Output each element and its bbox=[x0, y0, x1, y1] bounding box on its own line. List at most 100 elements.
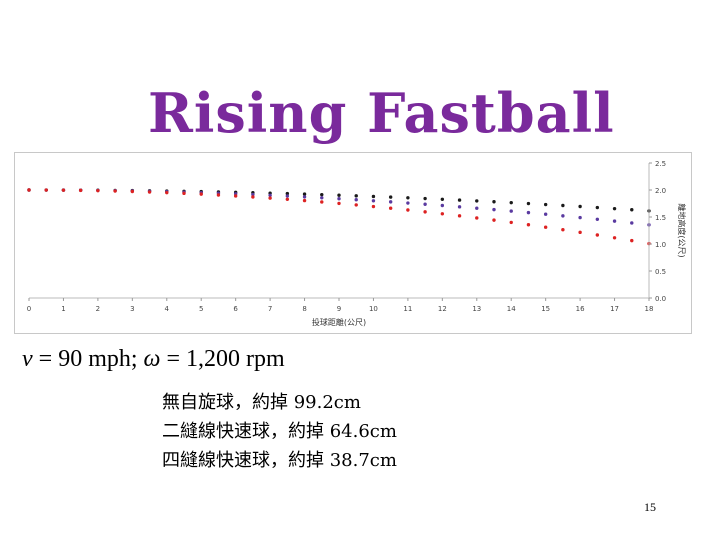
data-point-series-2 bbox=[561, 228, 565, 232]
data-point-series-2 bbox=[320, 200, 324, 204]
data-point-series-2 bbox=[165, 190, 169, 195]
data-point-series-2 bbox=[61, 188, 66, 192]
data-point-series-1 bbox=[612, 219, 617, 223]
x-tick-label: 8 bbox=[302, 305, 306, 313]
data-point-series-2 bbox=[199, 192, 203, 196]
slide-title: Rising Fastball bbox=[148, 81, 615, 145]
data-point-series-0 bbox=[302, 192, 307, 196]
data-point-series-2 bbox=[182, 191, 186, 196]
data-point-series-2 bbox=[457, 214, 462, 218]
x-tick-label: 10 bbox=[369, 305, 378, 313]
data-point-series-2 bbox=[268, 196, 272, 200]
data-point-series-2 bbox=[147, 190, 152, 194]
x-tick-label: 12 bbox=[438, 305, 447, 313]
data-point-series-1 bbox=[423, 202, 427, 206]
data-point-series-1 bbox=[320, 196, 324, 200]
data-point-series-2 bbox=[612, 236, 617, 240]
y-tick-label: 0.0 bbox=[655, 295, 666, 303]
x-tick-label: 7 bbox=[268, 305, 272, 313]
data-point-series-1 bbox=[475, 206, 479, 210]
data-point-series-2 bbox=[406, 208, 410, 212]
data-point-series-2 bbox=[475, 216, 479, 220]
result-no-spin: 無自旋球，約掉 99.2cm bbox=[162, 392, 361, 413]
omega-variable: ω bbox=[143, 346, 161, 372]
physics-formula: v = 90 mph; ω = 1,200 rpm bbox=[22, 346, 285, 373]
x-axis: 0 1 2 3 4 5 6 7 8 9 10 11 12 13 14 15 16 17 18 bbox=[27, 297, 653, 313]
velocity-value: = 90 mph; bbox=[32, 346, 144, 372]
data-point-series-2 bbox=[27, 188, 31, 192]
result-two-seam: 二縫線快速球，約掉 64.6cm bbox=[162, 421, 397, 442]
data-point-series-0 bbox=[492, 200, 496, 204]
data-point-series-0 bbox=[354, 194, 358, 198]
data-point-series-1 bbox=[285, 194, 290, 198]
data-point-series-0 bbox=[578, 204, 582, 209]
trajectory-chart: 0 1 2 3 4 5 6 7 8 9 10 11 12 13 14 15 16 17 18 0.0 0.5 1.0 1.… bbox=[14, 152, 692, 334]
data-point-series-2 bbox=[302, 198, 307, 203]
x-tick-label: 2 bbox=[96, 305, 100, 313]
data-point-series-0 bbox=[406, 196, 410, 200]
x-tick-label: 17 bbox=[610, 305, 619, 313]
data-point-series-0 bbox=[320, 192, 324, 197]
data-point-series-0 bbox=[543, 202, 548, 207]
data-point-series-2 bbox=[233, 194, 238, 198]
data-point-series-0 bbox=[423, 196, 427, 201]
x-tick-label: 13 bbox=[472, 305, 481, 313]
omega-value: = 1,200 rpm bbox=[160, 346, 285, 372]
y-tick-label: 2.5 bbox=[655, 160, 666, 168]
data-point-series-2 bbox=[130, 189, 135, 194]
data-point-series-2 bbox=[96, 188, 100, 193]
data-point-series-2 bbox=[578, 230, 582, 235]
data-point-series-0 bbox=[595, 205, 600, 210]
data-point-series-2 bbox=[526, 223, 531, 227]
data-point-series-1 bbox=[595, 217, 600, 222]
y-tick-label: 0.5 bbox=[655, 268, 666, 276]
data-point-series-0 bbox=[457, 198, 462, 202]
data-point-series-1 bbox=[526, 210, 531, 215]
data-point-series-2 bbox=[630, 238, 634, 243]
data-point-series-0 bbox=[285, 191, 290, 196]
data-point-series-2 bbox=[44, 188, 48, 192]
data-point-series-2 bbox=[113, 189, 117, 193]
y-tick-label: 1.0 bbox=[655, 241, 666, 249]
data-point-series-1 bbox=[561, 214, 565, 218]
x-tick-label: 0 bbox=[27, 305, 31, 313]
x-tick-label: 14 bbox=[507, 305, 516, 313]
data-point-series-2 bbox=[354, 203, 358, 207]
x-tick-label: 11 bbox=[403, 305, 412, 313]
data-point-series-1 bbox=[630, 221, 634, 225]
data-point-series-1 bbox=[543, 212, 548, 216]
data-point-series-1 bbox=[354, 198, 358, 202]
x-tick-label: 9 bbox=[337, 305, 341, 313]
page-number: 15 bbox=[644, 500, 656, 514]
x-tick-label: 15 bbox=[541, 305, 550, 313]
data-point-series-2 bbox=[423, 210, 427, 214]
data-point-series-1 bbox=[457, 205, 462, 209]
data-point-series-0 bbox=[509, 200, 513, 205]
data-point-series-2 bbox=[440, 212, 445, 216]
velocity-variable: v bbox=[22, 346, 33, 372]
data-point-series-0 bbox=[371, 194, 376, 199]
data-point-series-1 bbox=[251, 192, 255, 197]
data-point-series-1 bbox=[302, 195, 307, 199]
x-tick-label: 1 bbox=[61, 305, 65, 313]
data-point-series-2 bbox=[509, 220, 513, 225]
plot-area bbox=[27, 188, 651, 246]
data-point-series-1 bbox=[371, 199, 376, 203]
data-point-series-0 bbox=[388, 195, 393, 199]
drop-results-list: 無自旋球，約掉 99.2cm 二縫線快速球，約掉 64.6cm 四縫線快速球，約… bbox=[162, 388, 397, 475]
data-point-series-1 bbox=[268, 193, 272, 197]
data-point-series-2 bbox=[543, 225, 548, 229]
data-point-series-1 bbox=[492, 207, 496, 212]
data-point-series-1 bbox=[578, 215, 582, 220]
data-point-series-1 bbox=[337, 197, 341, 201]
x-axis-title: 投球距離(公尺) bbox=[312, 317, 366, 327]
data-point-series-2 bbox=[285, 197, 290, 201]
data-point-series-0 bbox=[612, 206, 617, 211]
x-tick-label: 6 bbox=[233, 305, 238, 313]
data-point-series-2 bbox=[371, 204, 376, 209]
y-axis-title: 離地高度(公尺) bbox=[677, 203, 687, 257]
y-tick-label: 2.0 bbox=[655, 187, 666, 195]
x-tick-label: 4 bbox=[165, 305, 170, 313]
data-point-series-2 bbox=[216, 193, 221, 197]
data-point-series-1 bbox=[440, 203, 445, 208]
